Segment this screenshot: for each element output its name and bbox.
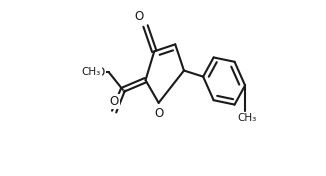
Text: O: O — [96, 66, 105, 79]
Text: O: O — [154, 107, 163, 120]
Text: O: O — [110, 95, 119, 108]
Text: CH₃: CH₃ — [82, 67, 101, 77]
Text: O: O — [134, 10, 143, 23]
Text: CH₃: CH₃ — [237, 113, 257, 123]
